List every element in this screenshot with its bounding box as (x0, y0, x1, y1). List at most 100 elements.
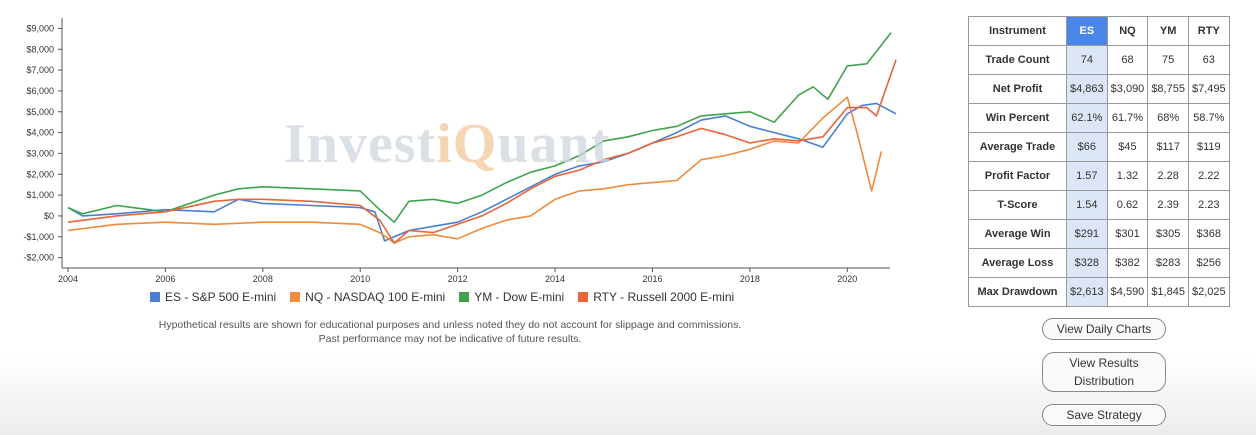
table-cell: $8,755 (1147, 74, 1189, 104)
table-cell: 75 (1147, 45, 1189, 75)
series-line-2 (67, 32, 892, 223)
row-label: Trade Count (968, 45, 1067, 75)
y-tick-label: $6,000 (26, 86, 54, 96)
row-label: Profit Factor (968, 161, 1067, 191)
y-tick-label: $2,000 (26, 169, 54, 179)
disclaimer-line2: Past performance may not be indicative o… (318, 333, 582, 345)
table-cell: $368 (1187, 219, 1230, 249)
series-line-0 (67, 102, 897, 242)
results-table: Instrument ES NQ YM RTY Trade Count 74 68 75 63 Ne… (968, 16, 1230, 307)
view-results-distribution-label-2: Distribution (1073, 374, 1135, 388)
equity-chart: $9,000 $8,000 $7,000 $6,000 $5,000 $4,000 $3,0… (0, 0, 900, 290)
legend-item[interactable]: ES - S&P 500 E-mini (150, 290, 276, 304)
table-row: T-Score 1.54 0.62 2.39 2.23 (968, 190, 1230, 220)
view-daily-charts-label: View Daily Charts (1056, 322, 1152, 336)
view-results-distribution-button[interactable]: View Results Distribution (1042, 352, 1166, 392)
x-tick-label: 2004 (58, 274, 78, 284)
save-strategy-button[interactable]: Save Strategy (1042, 404, 1166, 426)
x-tick-label: 2010 (350, 274, 370, 284)
series-line-1 (67, 96, 883, 244)
legend-item[interactable]: RTY - Russell 2000 E-mini (578, 290, 734, 304)
table-cell: $283 (1147, 248, 1189, 278)
y-tick-label: $0 (44, 211, 54, 221)
view-daily-charts-button[interactable]: View Daily Charts (1042, 318, 1166, 340)
legend-swatch (150, 292, 160, 302)
x-tick-label: 2020 (837, 274, 857, 284)
table-cell: $2,613 (1066, 277, 1108, 307)
table-cell: $2,025 (1187, 277, 1230, 307)
table-cell: 1.54 (1066, 190, 1108, 220)
legend-swatch (290, 292, 301, 302)
view-results-distribution-label-1: View Results (1069, 356, 1139, 370)
table-row: Trade Count 74 68 75 63 (968, 45, 1230, 75)
table-row: Max Drawdown $2,613 $4,590 $1,845 $2,025 (968, 277, 1230, 307)
y-tick-label: $8,000 (26, 44, 54, 54)
table-cell: 63 (1187, 45, 1230, 75)
table-cell: $328 (1066, 248, 1108, 278)
table-cell: 2.22 (1187, 161, 1230, 191)
header-cell[interactable]: NQ (1106, 16, 1149, 46)
y-tick-label: $7,000 (26, 65, 54, 75)
table-cell: $1,845 (1147, 277, 1189, 307)
save-strategy-label: Save Strategy (1066, 408, 1142, 422)
chart-svg: $9,000 $8,000 $7,000 $6,000 $5,000 $4,000 $3,0… (23, 18, 897, 284)
row-label: Average Win (968, 219, 1067, 249)
table-row: Average Trade $66 $45 $117 $119 (968, 132, 1230, 162)
x-tick-label: 2006 (155, 274, 175, 284)
table-row: Win Percent 62.1% 61.7% 68% 58.7% (968, 103, 1230, 133)
series-line-3 (67, 59, 897, 244)
table-cell: $45 (1106, 132, 1149, 162)
row-label: Max Drawdown (968, 277, 1067, 307)
table-cell: $4,863 (1066, 74, 1108, 104)
table-cell: 0.62 (1106, 190, 1149, 220)
table-cell: $7,495 (1187, 74, 1230, 104)
y-tick-label: $3,000 (26, 148, 54, 158)
table-cell: 2.39 (1147, 190, 1189, 220)
table-cell: 74 (1066, 45, 1108, 75)
header-cell[interactable]: RTY (1187, 16, 1230, 46)
legend-label: NQ - NASDAQ 100 E-mini (305, 290, 446, 304)
legend-label: YM - Dow E-mini (474, 290, 565, 304)
table-cell: 62.1% (1066, 103, 1108, 133)
legend-swatch (459, 292, 470, 302)
table-cell: $301 (1106, 219, 1149, 249)
table-row: Average Win $291 $301 $305 $368 (968, 219, 1230, 249)
x-tick-label: 2012 (448, 274, 468, 284)
x-tick-label: 2018 (740, 274, 760, 284)
row-label: Net Profit (968, 74, 1067, 104)
disclaimer-line1: Hypothetical results are shown for educa… (158, 319, 742, 331)
table-cell: $119 (1187, 132, 1230, 162)
y-tick-label: $1,000 (26, 190, 54, 200)
header-instrument: Instrument (968, 16, 1067, 46)
legend-item[interactable]: YM - Dow E-mini (459, 290, 564, 304)
y-tick-label: $4,000 (26, 128, 54, 138)
table-cell: 58.7% (1187, 103, 1230, 133)
table-row: Average Loss $328 $382 $283 $256 (968, 248, 1230, 278)
table-cell: 1.57 (1066, 161, 1108, 191)
header-cell[interactable]: YM (1147, 16, 1189, 46)
table-row: Net Profit $4,863 $3,090 $8,755 $7,495 (968, 74, 1230, 104)
table-cell: 2.23 (1187, 190, 1230, 220)
chart-legend: ES - S&P 500 E-mini NQ - NASDAQ 100 E-min… (150, 290, 734, 304)
table-cell: $382 (1106, 248, 1149, 278)
table-cell: 2.28 (1147, 161, 1189, 191)
table-cell: $117 (1147, 132, 1189, 162)
table-cell: 1.32 (1106, 161, 1149, 191)
x-tick-label: 2008 (253, 274, 273, 284)
row-label: Average Trade (968, 132, 1067, 162)
table-cell: $66 (1066, 132, 1108, 162)
table-cell: 68 (1106, 45, 1149, 75)
table-cell: $256 (1187, 248, 1230, 278)
y-tick-label: $9,000 (26, 23, 54, 33)
header-cell[interactable]: ES (1066, 16, 1108, 46)
x-tick-label: 2014 (545, 274, 565, 284)
table-cell: 68% (1147, 103, 1189, 133)
y-tick-label: -$2,000 (23, 253, 54, 263)
x-tick-label: 2016 (642, 274, 662, 284)
legend-label: RTY - Russell 2000 E-mini (593, 290, 735, 304)
legend-item[interactable]: NQ - NASDAQ 100 E-mini (290, 290, 445, 304)
table-cell: $3,090 (1106, 74, 1149, 104)
legend-swatch (578, 292, 589, 302)
table-row: Profit Factor 1.57 1.32 2.28 2.22 (968, 161, 1230, 191)
y-tick-label: -$1,000 (23, 232, 54, 242)
